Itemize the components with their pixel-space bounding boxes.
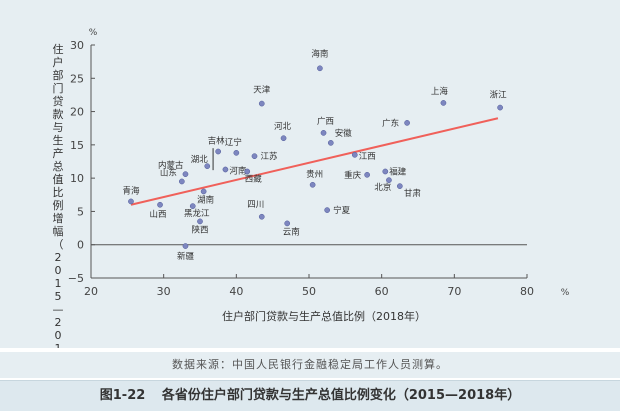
x-tick-label: 20 — [84, 285, 98, 298]
point-label: 江苏 — [261, 151, 279, 162]
point-label: 宁夏 — [333, 205, 351, 216]
point-label: 新疆 — [177, 251, 195, 262]
y-tick-label: 10 — [70, 172, 84, 185]
point-label: 湖北 — [191, 155, 209, 165]
source-note: 数据来源：中国人民银行金融稳定局工作人员测算。 — [0, 352, 620, 378]
point-label: 吉林 — [208, 136, 226, 147]
data-point — [197, 218, 203, 225]
point-label: 海南 — [311, 48, 328, 59]
y-axis-title: 住户部门贷款与生产总值比例增幅（2015—2018年） — [53, 42, 64, 348]
point-label: 山东 — [160, 167, 177, 178]
x-unit-label: % — [561, 288, 570, 298]
point-label: 贵州 — [306, 169, 323, 180]
point-label: 辽宁 — [225, 137, 242, 148]
data-point — [182, 171, 189, 177]
point-label: 西藏 — [245, 173, 263, 184]
data-point — [386, 177, 392, 183]
data-point — [222, 166, 229, 173]
point-label: 安徽 — [335, 128, 353, 139]
figure-caption: 图1-22 各省份住户部门贷款与生产总值比例变化（2015—2018年） — [0, 380, 620, 411]
point-label: 广东 — [382, 118, 399, 129]
y-tick-label: 20 — [70, 106, 84, 119]
data-point — [284, 220, 291, 227]
data-point — [396, 183, 403, 189]
point-label: 四川 — [247, 200, 264, 210]
figure-title: 各省份住户部门贷款与生产总值比例变化（2015—2018年） — [161, 388, 521, 403]
data-point — [382, 168, 389, 175]
point-label: 河南 — [229, 165, 246, 176]
y-unit-label: % — [89, 28, 98, 38]
point-label: 青海 — [122, 185, 140, 196]
data-point — [324, 207, 331, 213]
point-label: 江西 — [359, 152, 376, 162]
point-label: 湖南 — [197, 194, 214, 205]
point-label: 山西 — [150, 209, 167, 220]
data-point — [258, 213, 265, 220]
data-point — [157, 201, 163, 208]
data-point — [440, 100, 447, 106]
data-point — [215, 148, 222, 155]
point-label: 北京 — [374, 182, 391, 193]
data-point — [251, 153, 258, 160]
x-tick-label: 60 — [375, 285, 389, 298]
data-point — [497, 104, 503, 111]
chart-panel — [0, 0, 620, 348]
x-tick-label: 40 — [229, 285, 243, 298]
point-label: 天津 — [253, 85, 271, 96]
data-point — [309, 181, 316, 188]
point-label: 广西 — [317, 116, 334, 127]
data-point — [258, 100, 265, 107]
data-point — [204, 163, 211, 170]
point-label: 福建 — [389, 166, 407, 177]
data-point — [178, 178, 185, 185]
data-point — [182, 243, 189, 249]
data-point — [327, 140, 334, 146]
scatter-chart: −5 0 5 10 15 20 25 30 20 30 40 50 60 70 80%% 住户部门贷款与生产总… — [53, 28, 570, 348]
point-label: 云南 — [283, 226, 300, 237]
point-label: 河北 — [274, 121, 292, 132]
point-label: 上海 — [431, 86, 449, 97]
x-tick-label: 50 — [302, 285, 316, 298]
y-tick-label: 15 — [70, 139, 84, 152]
trend-line — [130, 117, 499, 206]
y-tick-label: 25 — [70, 72, 84, 85]
point-label: 浙江 — [490, 90, 508, 101]
point-label: 黑龙江 — [184, 208, 210, 219]
y-tick-label: 5 — [77, 205, 84, 218]
data-point — [317, 65, 323, 72]
x-tick-label: 30 — [157, 285, 171, 298]
y-tick-label: 30 — [70, 39, 84, 52]
data-point — [244, 168, 251, 175]
point-label: 重庆 — [344, 170, 362, 181]
data-point — [351, 151, 358, 158]
point-label: 内蒙古 — [158, 160, 184, 171]
y-tick-label: 0 — [77, 239, 84, 252]
data-point — [128, 198, 134, 205]
point-label: 甘肃 — [404, 188, 422, 199]
x-axis-title: 住户部门贷款与生产总值比例（2018年） — [222, 309, 426, 323]
x-tick-label: 80 — [520, 285, 534, 298]
point-label: 陕西 — [191, 224, 208, 235]
data-point — [233, 149, 240, 156]
data-point — [200, 188, 207, 195]
figure-number: 图1-22 — [99, 388, 146, 403]
x-tick-label: 70 — [447, 285, 461, 298]
data-point — [189, 203, 196, 209]
data-point — [364, 171, 370, 178]
data-point — [320, 130, 327, 136]
y-tick-label: −5 — [68, 272, 84, 285]
data-point — [280, 135, 287, 142]
data-point — [404, 120, 410, 126]
